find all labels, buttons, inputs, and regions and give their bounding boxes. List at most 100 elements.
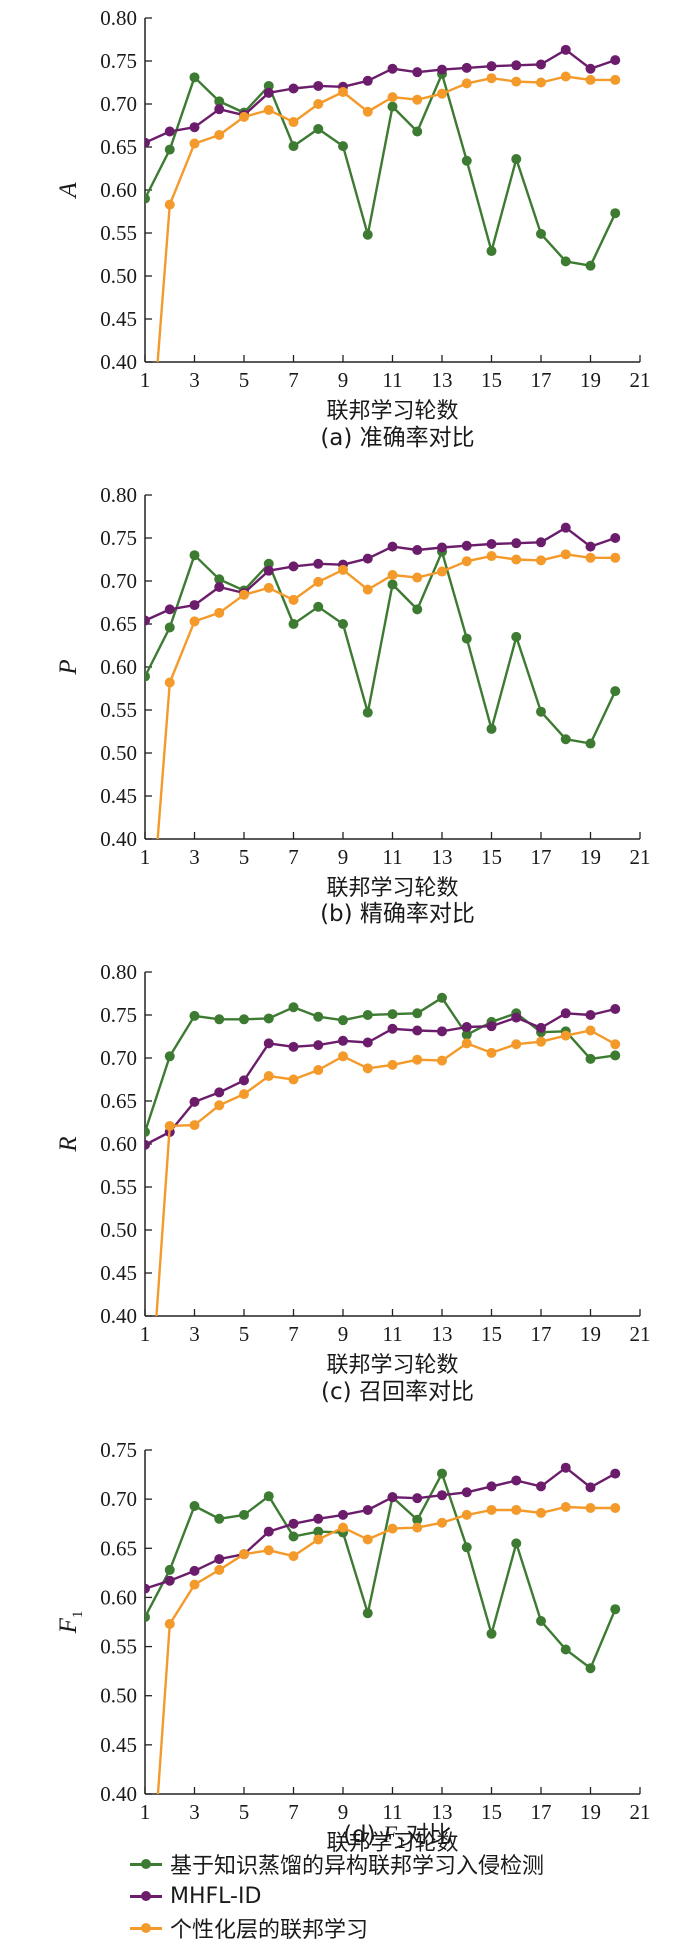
x-tick-label-d: 3 (189, 1800, 200, 1824)
data-point-b-2 (214, 607, 225, 618)
data-point-d-1 (164, 1575, 175, 1586)
y-tick-label-b: 0.55 (100, 698, 137, 722)
data-point-d-0 (362, 1608, 373, 1619)
x-tick-label-b: 7 (288, 845, 299, 869)
data-point-a-2 (338, 86, 348, 97)
data-point-b-0 (585, 738, 596, 749)
data-point-a-1 (313, 80, 324, 91)
y-tick-label-a: 0.55 (100, 221, 137, 245)
data-point-c-1 (511, 1012, 522, 1023)
data-point-a-2 (189, 138, 200, 149)
data-point-b-1 (288, 561, 299, 572)
y-tick-label-d: 0.45 (100, 1733, 137, 1757)
data-point-d-1 (437, 1490, 447, 1501)
data-point-b-1 (189, 600, 200, 611)
data-point-a-1 (189, 122, 200, 133)
y-tick-label-c: 0.75 (100, 1003, 137, 1027)
data-point-b-0 (511, 631, 522, 642)
chart-panel-d: 0.400.450.500.550.600.650.700.751 3 5 7 9 11 1… (55, 1438, 651, 1856)
data-point-c-2 (239, 1089, 249, 1100)
y-axis-label-d: F1 (55, 1611, 86, 1635)
chart-panel-a: 0.400.450.500.550.600.650.700.750.801 3 5 7… (55, 6, 651, 451)
data-point-a-0 (486, 246, 497, 257)
data-point-d-0 (560, 1644, 571, 1655)
data-point-c-2 (610, 1039, 621, 1050)
data-point-c-2 (313, 1065, 324, 1076)
data-point-b-0 (214, 574, 225, 585)
data-point-a-1 (412, 67, 423, 78)
data-point-d-0 (437, 1468, 447, 1479)
y-tick-label-a: 0.45 (100, 307, 137, 331)
x-tick-label-d: 1 (140, 1800, 151, 1824)
data-point-a-2 (288, 117, 299, 128)
data-point-d-2 (560, 1502, 571, 1513)
data-point-b-1 (214, 582, 225, 593)
x-tick-label-d: 7 (288, 1800, 299, 1824)
data-point-a-0 (313, 123, 324, 134)
data-point-a-1 (461, 62, 472, 73)
data-point-a-1 (387, 63, 398, 74)
series-c-0 (145, 992, 621, 1137)
data-point-b-1 (461, 540, 472, 551)
data-point-c-1 (437, 1026, 447, 1037)
data-point-c-2 (164, 1120, 175, 1131)
data-point-b-0 (412, 604, 423, 615)
data-point-d-2 (585, 1502, 596, 1513)
data-point-b-1 (313, 558, 324, 569)
data-point-c-1 (239, 1075, 249, 1086)
data-point-c-0 (362, 1010, 373, 1020)
legend-swatch-orange (130, 1921, 162, 1935)
y-axis-label-b: P (55, 659, 82, 675)
data-point-c-1 (461, 1022, 472, 1033)
x-tick-label-a: 15 (481, 368, 502, 392)
y-tick-label-b: 0.80 (100, 483, 137, 507)
data-point-b-1 (610, 533, 621, 543)
data-point-c-0 (585, 1053, 596, 1064)
data-point-c-2 (486, 1047, 497, 1058)
x-tick-label-a: 21 (630, 368, 651, 392)
data-point-a-1 (437, 64, 447, 75)
data-point-a-2 (536, 77, 546, 88)
legend: 基于知识蒸馏的异构联邦学习入侵检测 MHFL-ID 个性化层的联邦学习 (130, 1848, 690, 1944)
data-point-a-1 (560, 44, 571, 55)
x-tick-label-b: 13 (432, 845, 453, 869)
data-point-d-0 (313, 1526, 324, 1537)
x-tick-label-d: 21 (630, 1800, 651, 1824)
x-tick-label-a: 13 (432, 368, 453, 392)
data-point-c-1 (362, 1037, 373, 1048)
y-axis-label-a: A (55, 182, 82, 200)
x-tick-label-a: 11 (382, 368, 402, 392)
series-d-2 (156, 1502, 621, 1794)
data-point-d-0 (214, 1513, 225, 1524)
data-point-a-2 (437, 88, 447, 99)
data-point-d-1 (145, 1583, 150, 1594)
legend-label-orange: 个性化层的联邦学习 (170, 1918, 369, 1943)
data-point-c-1 (338, 1035, 348, 1046)
x-tick-label-d: 19 (580, 1800, 601, 1824)
data-point-d-0 (412, 1514, 423, 1525)
data-point-d-1 (214, 1554, 225, 1565)
x-tick-label-c: 17 (531, 1322, 552, 1346)
x-tick-label-c: 19 (580, 1322, 601, 1346)
x-tick-label-a: 19 (580, 368, 601, 392)
data-point-b-2 (511, 554, 522, 565)
data-point-b-2 (239, 589, 249, 600)
x-tick-label-c: 15 (481, 1322, 502, 1346)
y-tick-label-a: 0.80 (100, 6, 137, 30)
series-d-0 (145, 1468, 621, 1674)
x-axis-label-b: 联邦学习轮数 (326, 876, 458, 901)
data-point-a-1 (511, 60, 522, 71)
data-point-c-2 (437, 1055, 447, 1066)
y-tick-label-d: 0.40 (100, 1782, 137, 1806)
data-point-a-1 (610, 55, 621, 66)
y-tick-label-b: 0.40 (100, 827, 137, 851)
y-tick-label-b: 0.60 (100, 655, 137, 679)
data-point-a-2 (486, 73, 497, 84)
data-point-a-0 (362, 229, 373, 240)
data-point-d-0 (461, 1542, 472, 1553)
y-axis-label-c: R (55, 1136, 82, 1152)
data-point-a-0 (560, 256, 571, 267)
data-point-d-0 (511, 1538, 522, 1549)
data-point-d-1 (189, 1565, 200, 1576)
data-point-d-1 (362, 1504, 373, 1515)
